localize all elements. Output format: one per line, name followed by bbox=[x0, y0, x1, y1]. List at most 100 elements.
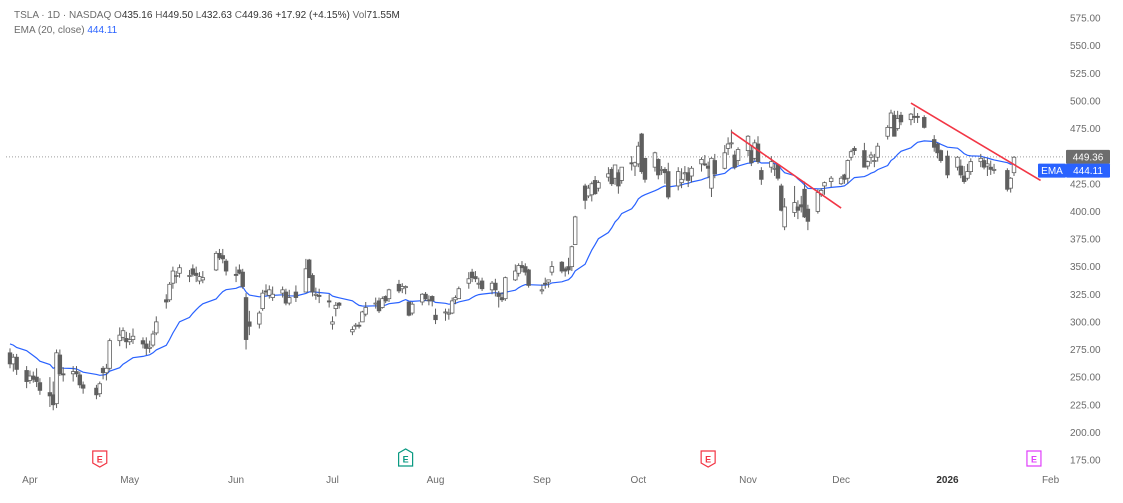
candle-body bbox=[293, 291, 299, 298]
candle-body bbox=[60, 373, 66, 376]
candle-body bbox=[423, 293, 428, 300]
candle-body bbox=[938, 150, 944, 161]
ema-row[interactable]: EMA (20, close) 444.11 bbox=[14, 23, 400, 38]
candle-body bbox=[350, 329, 355, 333]
candle-body bbox=[935, 143, 940, 154]
candle-body bbox=[725, 143, 731, 149]
candle-body bbox=[685, 172, 691, 181]
earnings-icon[interactable] bbox=[92, 450, 108, 468]
low-value: 432.63 bbox=[201, 10, 232, 21]
y-tick-label: 575.00 bbox=[1070, 14, 1101, 25]
candle-body bbox=[77, 374, 83, 386]
candle-body bbox=[174, 275, 179, 277]
candle-body bbox=[795, 206, 801, 211]
candle-body bbox=[852, 147, 857, 151]
x-tick-label: May bbox=[120, 475, 139, 486]
candle-body bbox=[120, 330, 126, 338]
candle-body bbox=[632, 162, 638, 167]
candle-body bbox=[140, 340, 146, 345]
candle-body bbox=[805, 208, 811, 222]
candle-body bbox=[220, 255, 225, 260]
candle-body bbox=[513, 270, 518, 281]
y-tick-label: 325.00 bbox=[1070, 290, 1101, 301]
candle-body bbox=[549, 266, 555, 273]
candle-body bbox=[380, 298, 385, 308]
candle-body bbox=[516, 265, 521, 274]
candle-body bbox=[164, 299, 169, 303]
candle-body bbox=[732, 154, 737, 168]
candle-body bbox=[223, 260, 229, 272]
ema-tag bbox=[1066, 163, 1110, 178]
candle-body bbox=[177, 267, 182, 274]
price-tag bbox=[1066, 149, 1110, 164]
high-label: H bbox=[155, 10, 163, 21]
candle-body bbox=[662, 168, 668, 174]
earnings-icon[interactable] bbox=[1026, 450, 1042, 467]
candle-body bbox=[144, 343, 149, 349]
earnings-icon[interactable] bbox=[700, 450, 716, 468]
x-tick-label: Dec bbox=[832, 475, 850, 486]
ema-tag-value: 444.11 bbox=[1073, 166, 1103, 177]
chart-legend: TSLA · 1D · NASDAQ O435.16 H449.50 L432.… bbox=[14, 8, 400, 38]
candle-body bbox=[267, 289, 272, 296]
candle-body bbox=[200, 277, 206, 281]
candle-body bbox=[150, 333, 156, 346]
candle-body bbox=[526, 269, 531, 286]
candle-body bbox=[862, 150, 867, 168]
x-tick-label: Feb bbox=[1042, 475, 1060, 486]
candle-body bbox=[127, 339, 132, 343]
change-value: +17.92 (+4.15%) bbox=[275, 10, 350, 21]
trendline[interactable] bbox=[910, 102, 1042, 182]
candle-body bbox=[34, 376, 39, 382]
candle-body bbox=[104, 367, 109, 374]
candle-body bbox=[782, 206, 787, 228]
ema-tag-label-box bbox=[1038, 163, 1066, 178]
candle-body bbox=[872, 160, 877, 162]
candle-body bbox=[965, 171, 970, 179]
y-tick-label: 250.00 bbox=[1070, 373, 1101, 384]
candle-body bbox=[493, 282, 498, 291]
earnings-icon[interactable] bbox=[398, 448, 414, 467]
candle-body bbox=[326, 300, 332, 303]
candle-body bbox=[955, 156, 960, 168]
candle-body bbox=[213, 252, 219, 271]
earnings-label: E bbox=[97, 455, 103, 465]
candle-body bbox=[74, 371, 79, 375]
candle-body bbox=[80, 384, 86, 389]
candle-body bbox=[473, 276, 478, 280]
candle-body bbox=[287, 297, 292, 304]
candle-body bbox=[443, 311, 448, 314]
candle-body bbox=[922, 117, 927, 128]
candle-body bbox=[828, 177, 834, 182]
candle-body bbox=[363, 307, 368, 315]
volume-label: Vol bbox=[352, 10, 367, 21]
candle-body bbox=[403, 286, 408, 289]
candle-body bbox=[237, 269, 242, 274]
candle-body bbox=[14, 356, 19, 370]
candle-body bbox=[729, 142, 734, 145]
candle-body bbox=[735, 149, 741, 161]
candle-body bbox=[779, 185, 784, 211]
candle-body bbox=[97, 383, 102, 395]
candle-body bbox=[154, 321, 159, 334]
candle-body bbox=[247, 321, 252, 327]
y-tick-label: 375.00 bbox=[1070, 235, 1101, 246]
candle-body bbox=[360, 311, 365, 323]
x-tick-label: Apr bbox=[22, 475, 38, 486]
high-value: 449.50 bbox=[162, 10, 194, 21]
candle-body bbox=[865, 161, 870, 167]
candle-body bbox=[167, 283, 172, 301]
y-tick-label: 400.00 bbox=[1070, 207, 1101, 218]
candle-body bbox=[961, 175, 967, 182]
ema-tag-label: EMA bbox=[1041, 166, 1063, 177]
candle-body bbox=[898, 114, 904, 123]
y-tick-label: 525.00 bbox=[1070, 69, 1101, 80]
candle-body bbox=[815, 192, 821, 212]
trendline[interactable] bbox=[730, 131, 842, 209]
candle-body bbox=[885, 126, 890, 137]
candle-body bbox=[596, 182, 601, 189]
candle-body bbox=[496, 292, 501, 297]
candle-body bbox=[333, 304, 339, 310]
candle-body bbox=[316, 294, 322, 297]
